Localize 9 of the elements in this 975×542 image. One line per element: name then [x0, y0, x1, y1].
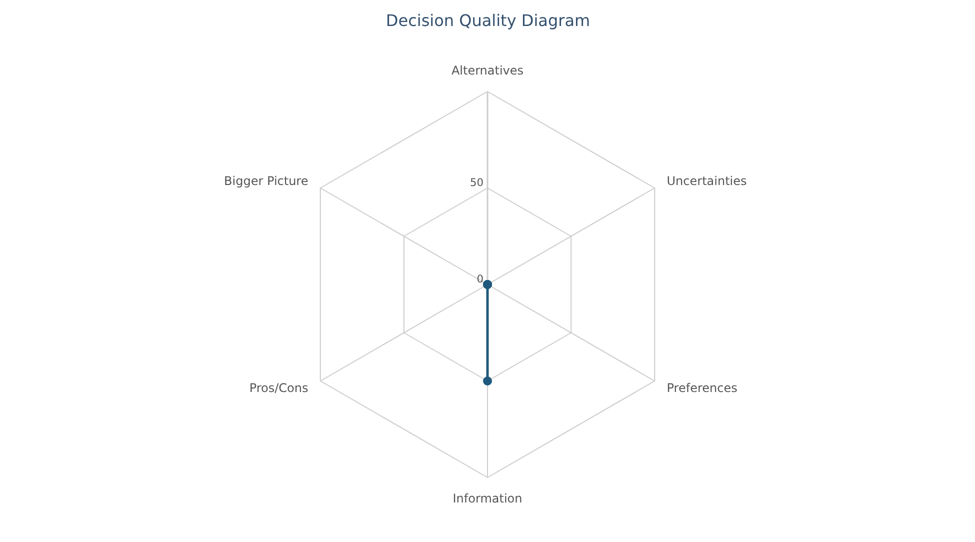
y-tick-label: 0: [476, 272, 484, 286]
chart-title: Decision Quality Diagram: [386, 11, 590, 30]
y-tick-label: 50: [470, 176, 484, 189]
spoke-label: Preferences: [666, 381, 738, 395]
spoke-label: Information: [452, 492, 522, 506]
spoke-label: Uncertainties: [666, 174, 747, 188]
spoke-label: Alternatives: [451, 64, 524, 78]
spoke-label: Pros/Cons: [249, 381, 308, 395]
spoke-label: Bigger Picture: [224, 174, 308, 188]
